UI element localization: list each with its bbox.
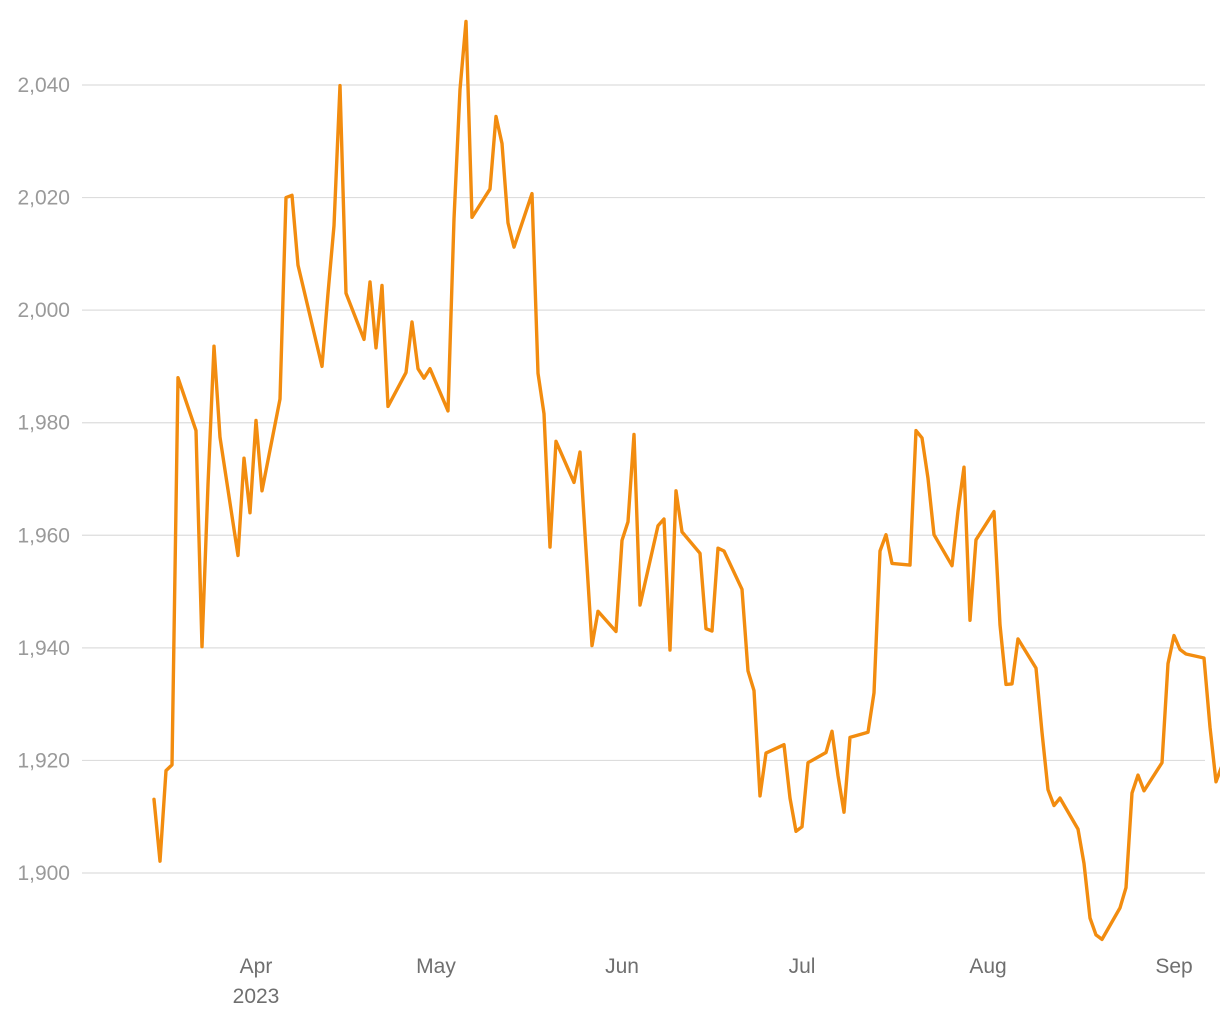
y-tick-label-1920: 1,920: [17, 749, 70, 772]
y-tick-label-1960: 1,960: [17, 524, 70, 547]
series-layer: [152, 19, 1220, 942]
y-tick-label-2000: 2,000: [17, 299, 70, 322]
grid-lines: [82, 84, 1205, 874]
x-tick-label-jun: Jun: [605, 955, 639, 978]
y-axis-tick-labels: 1,900 1,920 1,940 1,960 1,980 2,000 2,020 2,040: [17, 74, 70, 885]
series-line-0: [152, 19, 1220, 942]
x-tick-label-apr: Apr: [240, 955, 273, 978]
x-tick-year-label: 2023: [233, 985, 280, 1008]
x-tick-label-jul: Jul: [789, 955, 816, 978]
x-tick-label-sep: Sep: [1155, 955, 1192, 978]
x-tick-label-may: May: [416, 955, 456, 978]
y-tick-label-1980: 1,980: [17, 412, 70, 435]
y-tick-label-2020: 2,020: [17, 187, 70, 210]
y-tick-label-1940: 1,940: [17, 637, 70, 660]
y-tick-label-1900: 1,900: [17, 862, 70, 885]
x-tick-label-aug: Aug: [969, 955, 1006, 978]
x-axis-tick-labels: Apr 2023 May Jun Jul Aug Sep: [233, 955, 1193, 1008]
y-tick-label-2040: 2,040: [17, 74, 70, 97]
